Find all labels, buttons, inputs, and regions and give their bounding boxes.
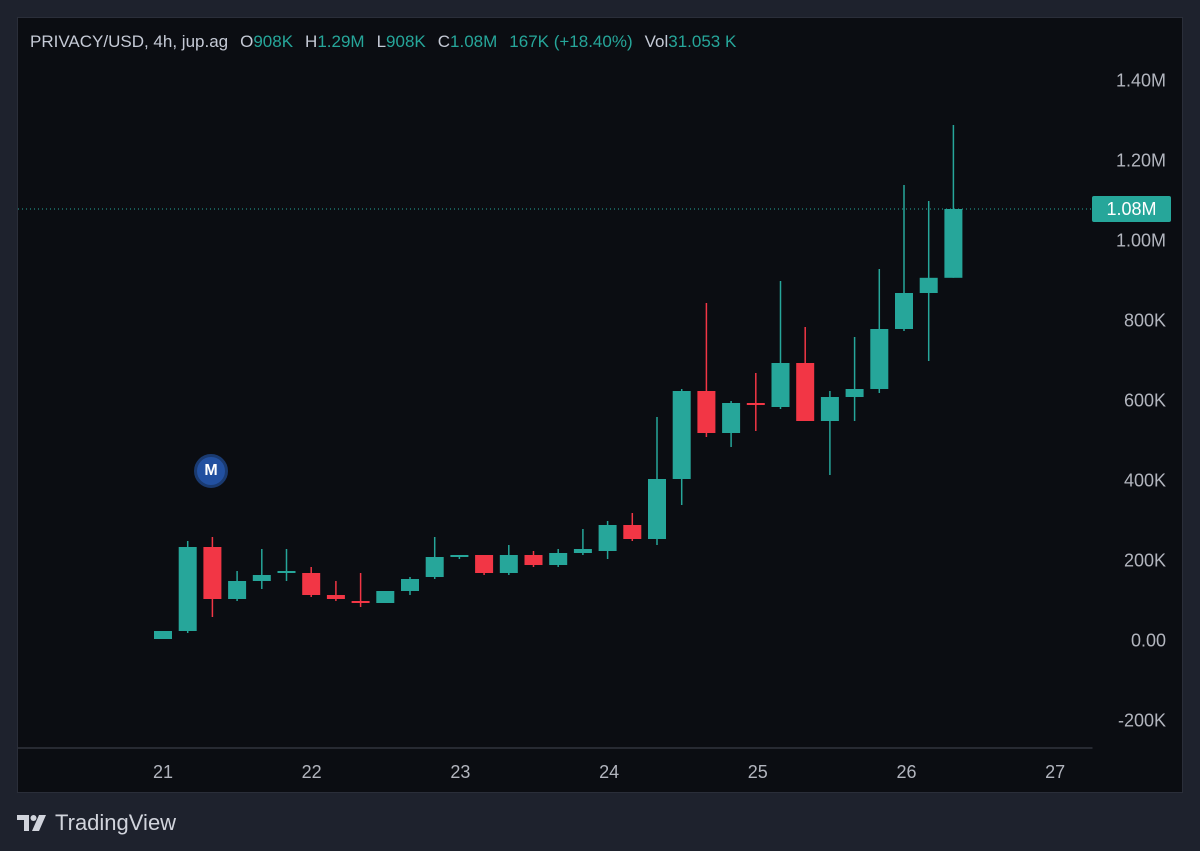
candle-body[interactable] xyxy=(277,571,296,573)
legend-low: 908K xyxy=(386,32,426,51)
legend-symbol[interactable]: PRIVACY/USD, 4h, jup.ag xyxy=(30,32,229,51)
legend-volume-label: Vol xyxy=(644,32,669,51)
candle-body[interactable] xyxy=(746,403,765,405)
legend-open-label: O xyxy=(240,32,254,51)
candle-body[interactable] xyxy=(475,555,494,573)
tradingview-logo-icon xyxy=(17,815,46,831)
price-tick-label: 800K xyxy=(1123,310,1166,331)
candle-body[interactable] xyxy=(944,209,963,278)
candle-body[interactable] xyxy=(178,547,197,631)
time-tick-label: 25 xyxy=(747,762,768,782)
time-tick-label: 21 xyxy=(152,762,174,782)
candle-body[interactable] xyxy=(376,591,395,603)
candle-body[interactable] xyxy=(919,277,938,293)
time-tick-label: 23 xyxy=(450,762,471,782)
event-marker[interactable]: M xyxy=(194,454,228,488)
chart-legend: PRIVACY/USD, 4h, jup.ag O 908K H 1.29M L… xyxy=(30,32,736,52)
price-tick-label: 600K xyxy=(1123,390,1166,411)
price-tick-label: 1.20M xyxy=(1115,150,1166,171)
candle-body[interactable] xyxy=(302,573,321,595)
tradingview-branding: TradingView xyxy=(17,808,176,838)
candle-body[interactable] xyxy=(845,389,864,397)
legend-open: 908K xyxy=(253,32,294,51)
candle-body[interactable] xyxy=(771,363,790,407)
candle-body[interactable] xyxy=(870,329,889,389)
candle-body[interactable] xyxy=(796,363,815,421)
candle-body[interactable] xyxy=(672,391,691,479)
candle-body[interactable] xyxy=(549,553,568,565)
last-price-label: 1.08M xyxy=(1092,196,1171,222)
candle-body[interactable] xyxy=(697,391,716,433)
price-tick-label: 0.00 xyxy=(1130,630,1166,651)
legend-high: 1.29M xyxy=(317,32,365,51)
price-tick-label: 400K xyxy=(1123,470,1166,491)
candle-body[interactable] xyxy=(623,525,642,539)
candle-body[interactable] xyxy=(820,397,839,421)
time-tick-label: 26 xyxy=(896,762,917,782)
time-tick-label: 27 xyxy=(1045,762,1066,782)
candles-group xyxy=(154,125,963,639)
candle-body[interactable] xyxy=(895,293,913,329)
candle-body[interactable] xyxy=(326,595,345,599)
branding-text: TradingView xyxy=(55,810,177,835)
candle-body[interactable] xyxy=(722,403,741,433)
legend-high-label: H xyxy=(305,32,318,51)
time-tick-label: 22 xyxy=(301,762,322,782)
legend-close: 1.08M xyxy=(450,32,498,51)
legend-close-label: C xyxy=(437,32,451,51)
chart-frame[interactable]: PRIVACY/USD, 4h, jup.ag O 908K H 1.29M L… xyxy=(17,17,1183,793)
price-tick-label: 1.40M xyxy=(1115,70,1166,91)
candle-body[interactable] xyxy=(252,575,271,581)
price-tick-label: 200K xyxy=(1123,550,1166,571)
legend-change: 167K (+18.40%) xyxy=(509,32,633,51)
candle-body[interactable] xyxy=(450,555,469,557)
price-tick-label: -200K xyxy=(1117,710,1166,731)
candle-body[interactable] xyxy=(648,479,666,539)
legend-low-label: L xyxy=(376,32,387,51)
candle-body[interactable] xyxy=(524,555,543,565)
candle-body[interactable] xyxy=(203,547,222,599)
candle-body[interactable] xyxy=(573,549,592,553)
candle-body[interactable] xyxy=(598,525,617,551)
price-tick-label: 1.00M xyxy=(1115,230,1166,251)
candle-body[interactable] xyxy=(425,557,444,577)
candlestick-chart[interactable] xyxy=(18,18,1183,793)
candle-body[interactable] xyxy=(401,579,419,591)
legend-volume: 31.053 K xyxy=(668,32,737,51)
candle-body[interactable] xyxy=(228,581,247,599)
candle-body[interactable] xyxy=(351,601,370,603)
time-tick-label: 24 xyxy=(599,762,620,782)
candle-body[interactable] xyxy=(499,555,518,573)
candle-body[interactable] xyxy=(154,631,172,639)
